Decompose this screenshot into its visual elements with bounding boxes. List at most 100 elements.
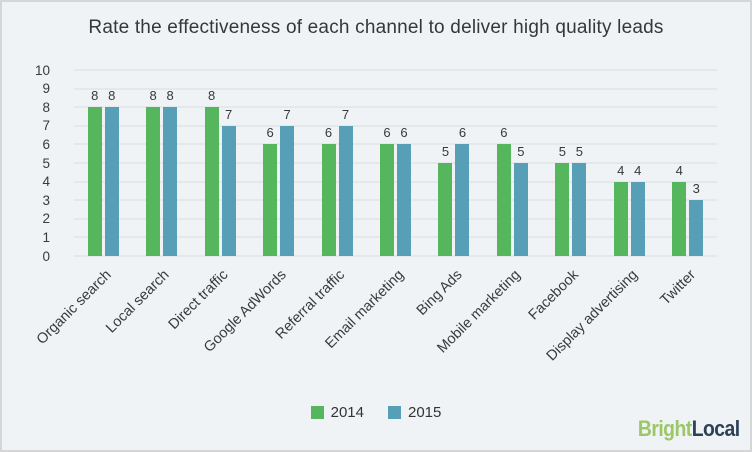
bar-2014-direct-traffic (204, 107, 219, 256)
bar-2015-facebook (572, 163, 587, 256)
bar-value-2015-mobile-marketing: 5 (517, 144, 525, 159)
gridline-6 (74, 143, 717, 145)
bar-2015-referral-traffic (338, 125, 353, 256)
legend-label-2015: 2015 (408, 404, 442, 421)
bar-2014-display-advertising (613, 181, 628, 256)
bar-value-2014-google-adwords: 6 (266, 125, 274, 141)
bar-value-2015-referral-traffic: 7 (341, 106, 350, 122)
bar-col-2014-organic-search: 8 (87, 70, 102, 256)
legend-item-2014: 2014 (310, 404, 364, 421)
bar-col-2015-bing-ads: 6 (455, 70, 470, 256)
bar-2015-local-search (163, 107, 178, 256)
gridline-7 (74, 125, 717, 127)
bar-2015-mobile-marketing (513, 163, 528, 256)
gridline-0 (74, 255, 717, 257)
bar-col-2015-direct-traffic: 7 (221, 70, 236, 256)
legend-label-2014: 2014 (330, 404, 364, 421)
gridline-3 (74, 199, 717, 201)
legend-item-2015: 2015 (388, 404, 441, 421)
y-tick-label-10: 10 (34, 62, 50, 78)
y-tick-label-9: 9 (42, 80, 50, 96)
y-tick-label-5: 5 (42, 155, 50, 171)
gridline-9 (74, 88, 717, 90)
y-axis: 0 1 2 3 4 5 6 7 8 9 10 (2, 63, 64, 262)
y-tick-label-7: 7 (42, 118, 50, 134)
legend: 2014 2015 (2, 404, 750, 421)
bar-col-2015-facebook: 5 (572, 70, 587, 256)
bar-value-2015-display-advertising: 4 (634, 162, 642, 178)
bar-col-2014-direct-traffic: 8 (204, 70, 219, 256)
y-tick-label-4: 4 (42, 173, 50, 189)
bar-2015-display-advertising (630, 181, 645, 256)
bar-col-2015-twitter: 3 (689, 70, 704, 256)
bar-value-2014-email-marketing: 6 (383, 125, 391, 141)
bar-col-2014-bing-ads: 5 (438, 70, 453, 256)
bar-col-2014-display-advertising: 4 (613, 70, 628, 256)
bar-value-2014-facebook: 5 (558, 144, 566, 159)
bar-value-2015-local-search: 8 (166, 88, 174, 104)
bar-2015-email-marketing (396, 144, 411, 256)
bar-col-2014-google-adwords: 6 (263, 70, 278, 256)
bar-2014-bing-ads (438, 163, 453, 256)
bar-value-2014-bing-ads: 5 (441, 144, 450, 159)
logo-local-text: Local (692, 416, 740, 441)
bar-value-2015-twitter: 3 (692, 181, 700, 197)
bar-2014-local-search (146, 107, 161, 256)
chart-title: Rate the effectiveness of each channel t… (88, 17, 664, 38)
bar-2015-direct-traffic (221, 125, 236, 256)
bar-col-2015-mobile-marketing: 5 (513, 70, 528, 256)
x-label-bing-ads: Bing Ads (413, 267, 466, 319)
bar-col-2014-mobile-marketing: 6 (496, 70, 511, 256)
bar-value-2014-local-search: 8 (149, 88, 157, 104)
bar-2015-bing-ads (455, 144, 470, 256)
y-tick-label-6: 6 (42, 136, 50, 152)
bar-2015-twitter (689, 200, 704, 256)
bar-col-2015-referral-traffic: 7 (338, 70, 353, 256)
x-label-organic-search: Organic search (33, 267, 115, 348)
bar-col-2014-facebook: 5 (555, 70, 570, 256)
bar-col-2015-display-advertising: 4 (630, 70, 645, 256)
gridline-10 (74, 69, 717, 71)
y-tick-label-1: 1 (42, 229, 50, 245)
bar-value-2014-twitter: 4 (675, 162, 683, 178)
y-tick-label-0: 0 (42, 248, 50, 264)
gridline-5 (74, 162, 717, 164)
bar-col-2015-google-adwords: 7 (280, 70, 295, 256)
bar-col-2015-local-search: 8 (163, 70, 178, 256)
bar-value-2015-direct-traffic: 7 (225, 106, 233, 122)
bar-2014-mobile-marketing (496, 144, 511, 256)
bar-col-2015-organic-search: 8 (104, 70, 119, 256)
legend-swatch-2015 (388, 406, 401, 419)
bar-value-2014-mobile-marketing: 6 (500, 125, 508, 141)
y-tick-label-3: 3 (42, 192, 50, 208)
bar-col-2014-twitter: 4 (672, 70, 687, 256)
bar-value-2015-organic-search: 8 (108, 88, 116, 104)
bar-col-2014-email-marketing: 6 (379, 70, 394, 256)
gridline-8 (74, 106, 717, 108)
gridline-4 (74, 181, 717, 183)
bar-2015-organic-search (104, 107, 119, 256)
bar-value-2014-referral-traffic: 6 (324, 125, 333, 141)
bar-value-2014-organic-search: 8 (91, 88, 99, 104)
bar-value-2015-email-marketing: 6 (400, 125, 408, 141)
logo-bright-text: Bright (638, 416, 693, 441)
bar-value-2014-display-advertising: 4 (617, 162, 625, 178)
gridline-1 (74, 236, 717, 238)
x-label-facebook: Facebook (525, 267, 583, 324)
bar-2014-twitter (672, 181, 687, 256)
x-axis: Organic search Local search Direct traffic… (34, 265, 717, 375)
y-tick-label-2: 2 (42, 211, 50, 227)
brightlocal-logo: BrightLocal (638, 416, 740, 442)
